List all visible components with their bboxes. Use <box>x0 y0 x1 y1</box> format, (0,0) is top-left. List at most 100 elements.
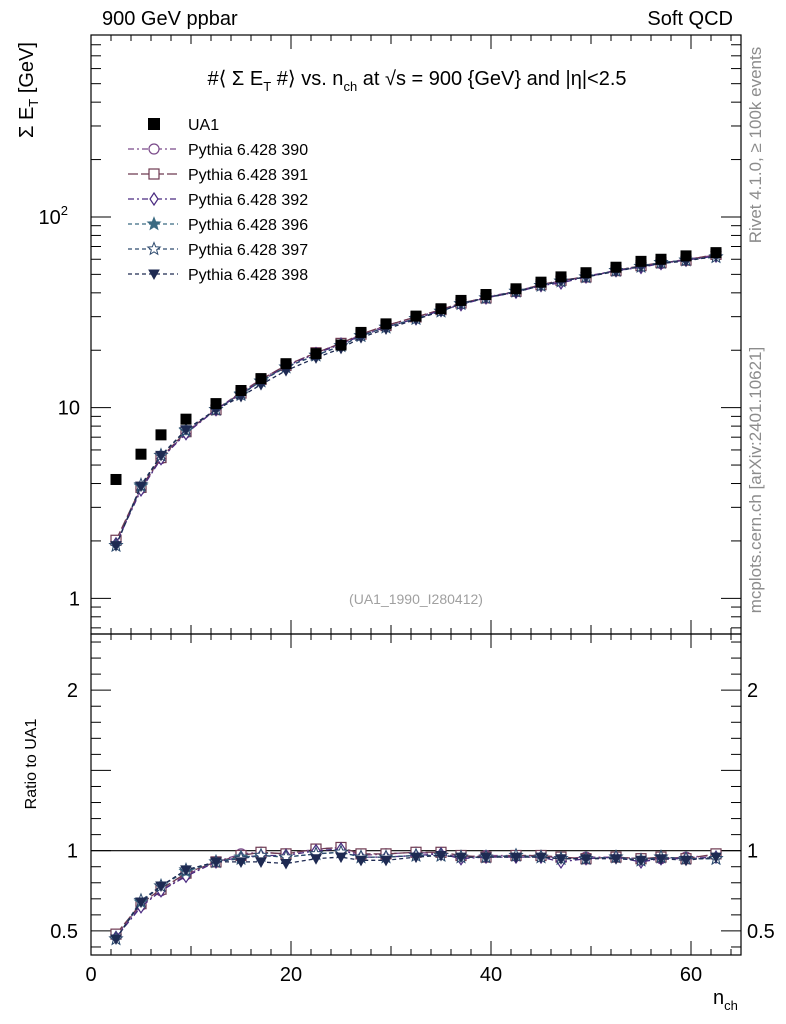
series-6 <box>110 251 722 945</box>
data-point-ua1 <box>635 255 647 267</box>
legend-marker <box>146 241 162 256</box>
series-line-ratio <box>115 851 716 940</box>
series-point-ratio <box>455 852 467 864</box>
x-label-text: n <box>713 987 724 1009</box>
series-point-ratio <box>710 852 722 864</box>
x-tick-label: 20 <box>280 964 302 986</box>
data-point-ua1 <box>335 339 347 351</box>
data-point-ua1 <box>280 358 292 370</box>
ratio-tick-label-left: 1 <box>67 841 78 863</box>
series-point-ratio <box>135 897 147 909</box>
data-point-ua1 <box>455 294 467 306</box>
y-label-text: Σ E <box>16 107 38 138</box>
series-line-main <box>115 256 717 546</box>
series-point-main <box>180 425 192 436</box>
x-axis-label: nch <box>713 987 738 1013</box>
series-point-ratio <box>680 855 692 867</box>
data-point-ua1 <box>555 271 567 283</box>
series-point-ratio <box>635 855 647 867</box>
ratio-tick-label-left: 2 <box>67 680 78 702</box>
data-point-ua1 <box>655 253 667 265</box>
data-point-ua1 <box>380 318 392 330</box>
legend-marker <box>148 269 160 281</box>
ratio-tick-label-left: 0.5 <box>50 921 78 943</box>
y-axis-label-ratio: Ratio to UA1 <box>23 719 40 810</box>
series-point-ratio <box>155 881 167 893</box>
data-point-ua1 <box>355 326 367 338</box>
title-part-c: at √s = 900 {GeV} and |η|<2.5 <box>357 68 626 90</box>
title-sub-a: T <box>263 79 271 94</box>
data-point-ua1 <box>310 348 322 360</box>
series-point-ratio <box>110 934 122 945</box>
y-tick-label: 1 <box>69 588 80 610</box>
series-line-ratio <box>115 854 717 940</box>
series-point-ratio <box>235 857 247 868</box>
data-point-ua1 <box>510 283 522 295</box>
series-point-ratio <box>655 854 667 865</box>
series-point-main <box>135 481 147 493</box>
series-point-ratio <box>310 854 322 865</box>
ratio-plot-frame <box>90 633 742 956</box>
data-point-ua1 <box>480 289 492 301</box>
data-point-ua1 <box>535 276 547 288</box>
y-tick-label: 102 <box>39 203 68 229</box>
header-left-label: 900 GeV ppbar <box>102 8 238 30</box>
legend-marker-ua1 <box>148 118 160 130</box>
series-point-ratio <box>535 852 547 864</box>
series-point-main <box>110 541 122 552</box>
title-sub-b: ch <box>343 79 357 94</box>
data-point-ua1 <box>155 429 167 441</box>
y-label-unit: [GeV] <box>16 42 38 99</box>
title-part-a: #⟨ Σ E <box>207 68 263 90</box>
series-point-ratio <box>280 859 292 870</box>
series-point-ratio <box>355 855 367 867</box>
series-line-main <box>115 256 717 546</box>
series-point-ratio <box>480 852 492 864</box>
legend-label: Pythia 6.428 398 <box>188 267 308 284</box>
series-point-ratio <box>435 850 447 862</box>
data-point-ua1 <box>710 247 722 259</box>
data-point-ua1 <box>180 413 192 425</box>
legend-marker <box>149 191 159 207</box>
series-point-ratio <box>510 852 522 864</box>
series-point-ratio <box>555 854 567 865</box>
data-point-ua1 <box>235 384 247 396</box>
data-point-ua1 <box>580 267 592 279</box>
legend-label-ua1: UA1 <box>188 117 219 134</box>
x-label-sub: ch <box>724 998 738 1013</box>
series-point-ratio <box>335 852 347 864</box>
legend: UA1 Pythia 6.428 390 Pythia 6.428 391 Pythi… <box>128 117 308 284</box>
legend-label: Pythia 6.428 396 <box>188 217 308 234</box>
x-tick-label: 0 <box>85 964 96 986</box>
series-point-ratio <box>410 852 422 864</box>
legend-label: Pythia 6.428 390 <box>188 142 308 159</box>
data-point-ua1 <box>435 303 447 315</box>
y-tick-label: 10 <box>58 398 80 420</box>
data-point-ua1 <box>410 310 422 322</box>
series-point-main <box>155 450 167 462</box>
series-line-main <box>115 253 717 541</box>
x-tick-label: 60 <box>680 964 702 986</box>
data-point-ua1 <box>210 398 222 410</box>
analysis-watermark: (UA1_1990_I280412) <box>349 591 483 607</box>
series-point-ratio <box>210 857 222 868</box>
legend-marker <box>148 168 160 180</box>
data-point-ua1 <box>610 261 622 273</box>
series-line-main <box>115 255 717 545</box>
data-point-ua1 <box>135 448 147 460</box>
title-part-b: #⟩ vs. n <box>271 68 343 90</box>
series-line-main <box>115 254 717 543</box>
header-right-label: Soft QCD <box>647 8 733 30</box>
series-point-ratio <box>610 854 622 865</box>
y-axis-label-main: Σ ET [GeV] <box>16 42 41 138</box>
series-point-ratio <box>380 855 392 867</box>
series-line-main <box>115 255 717 546</box>
series-point-ratio <box>255 857 267 868</box>
ratio-tick-label-right: 2 <box>747 680 758 702</box>
x-tick-label: 40 <box>480 964 502 986</box>
series-point-ratio <box>580 854 592 865</box>
data-point-ua1 <box>110 473 122 485</box>
legend-label: Pythia 6.428 392 <box>188 192 308 209</box>
data-point-ua1 <box>255 373 267 385</box>
